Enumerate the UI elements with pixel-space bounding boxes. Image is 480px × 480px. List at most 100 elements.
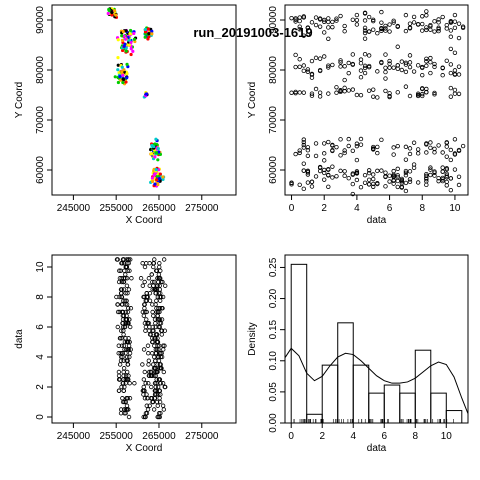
x-tick-label: 10 [441, 431, 453, 442]
scatter-point [342, 29, 347, 34]
scatter-point [391, 168, 396, 174]
scatter-point [150, 302, 155, 307]
scatter-point [342, 89, 347, 94]
scatter-point [444, 183, 449, 188]
scatter-point [118, 407, 124, 412]
scatter-point [383, 184, 388, 189]
scatter-point [330, 164, 335, 169]
y-tick-label: 0.10 [268, 351, 279, 371]
x-tick-label: 6 [387, 203, 393, 214]
scatter-point [432, 19, 437, 24]
map-point [121, 77, 126, 82]
scatter-point [411, 20, 417, 25]
scatter-point [162, 283, 168, 288]
scatter-point [153, 291, 159, 296]
scatter-point [142, 294, 147, 300]
map-point [154, 168, 158, 172]
scatter-point [149, 384, 154, 390]
scatter-point [119, 384, 124, 390]
scatter-point [317, 24, 323, 29]
plot-frame [51, 4, 237, 196]
scatter-point [301, 145, 306, 150]
scatter-point [157, 396, 162, 401]
scatter-point [456, 182, 462, 188]
scatter-point [358, 57, 364, 62]
scatter-point [338, 64, 343, 69]
scatter-point [125, 358, 130, 363]
scatter-point [407, 64, 413, 70]
scatter-point [420, 65, 425, 71]
scatter-point [305, 153, 311, 159]
scatter-point [127, 381, 132, 386]
scatter-point [411, 14, 417, 20]
scatter-point [403, 157, 409, 162]
scatter-point [350, 171, 356, 176]
scatter-point [432, 173, 437, 178]
scatter-point [354, 169, 360, 174]
scatter-point [158, 351, 163, 356]
scatter-point [346, 175, 351, 181]
scatter-point [424, 150, 429, 155]
scatter-point [119, 336, 124, 341]
scatter-point [118, 328, 124, 333]
scatter-point [399, 176, 405, 182]
map-point [113, 75, 117, 79]
scatter-point [115, 309, 121, 315]
scatter-point [157, 261, 162, 266]
scatter-point [420, 14, 425, 19]
scatter-point [424, 25, 429, 30]
scatter-point [144, 403, 149, 408]
map-point [152, 144, 156, 149]
scatter-point [120, 257, 126, 262]
scatter-point [326, 63, 331, 68]
scatter-point [317, 68, 323, 73]
scatter-point [354, 143, 360, 149]
scatter-point [436, 175, 441, 181]
scatter-point [407, 93, 413, 99]
map-point [121, 73, 125, 78]
scatter-point [362, 172, 368, 178]
scatter-point [411, 69, 417, 74]
histogram-bar [337, 322, 354, 424]
scatter-point [424, 9, 429, 14]
map-point [110, 13, 114, 17]
scatter-point [428, 167, 433, 172]
scatter-point [448, 187, 454, 193]
scatter-point [142, 279, 147, 285]
scatter-point [123, 291, 128, 296]
y-tick-label: 2 [35, 384, 46, 390]
scatter-point [122, 399, 127, 405]
scatter-point [157, 317, 163, 322]
scatter-point [147, 283, 152, 288]
scatter-point [125, 396, 130, 401]
x-tick-label: 265000 [142, 431, 176, 442]
scatter-point [456, 91, 462, 97]
scatter-point [362, 65, 368, 71]
scatter-point [403, 84, 409, 89]
scatter-point [432, 169, 437, 174]
scatter-point [116, 373, 122, 378]
scatter-point [330, 148, 335, 154]
histogram-bar [290, 263, 308, 424]
x-tick-label: 10 [449, 203, 461, 214]
x-axis-label: X Coord [126, 215, 163, 226]
scatter-point [161, 369, 167, 375]
scatter-point [305, 145, 311, 150]
scatter-point [313, 153, 319, 159]
scatter-point [399, 184, 405, 189]
scatter-point [428, 70, 433, 76]
scatter-point [293, 52, 298, 58]
scatter-point [317, 90, 323, 95]
scatter-point [387, 58, 392, 64]
x-tick-label: 255000 [99, 203, 133, 214]
scatter-point [140, 362, 145, 367]
scatter-point [415, 92, 421, 98]
scatter-point [391, 172, 396, 177]
x-tick-label: 0 [289, 203, 295, 214]
scatter-point [154, 268, 159, 273]
y-tick-label: 0.15 [268, 319, 279, 339]
scatter-point [444, 154, 449, 159]
scatter-point [118, 287, 124, 292]
scatter-point [436, 20, 441, 25]
scatter-point [120, 354, 125, 360]
